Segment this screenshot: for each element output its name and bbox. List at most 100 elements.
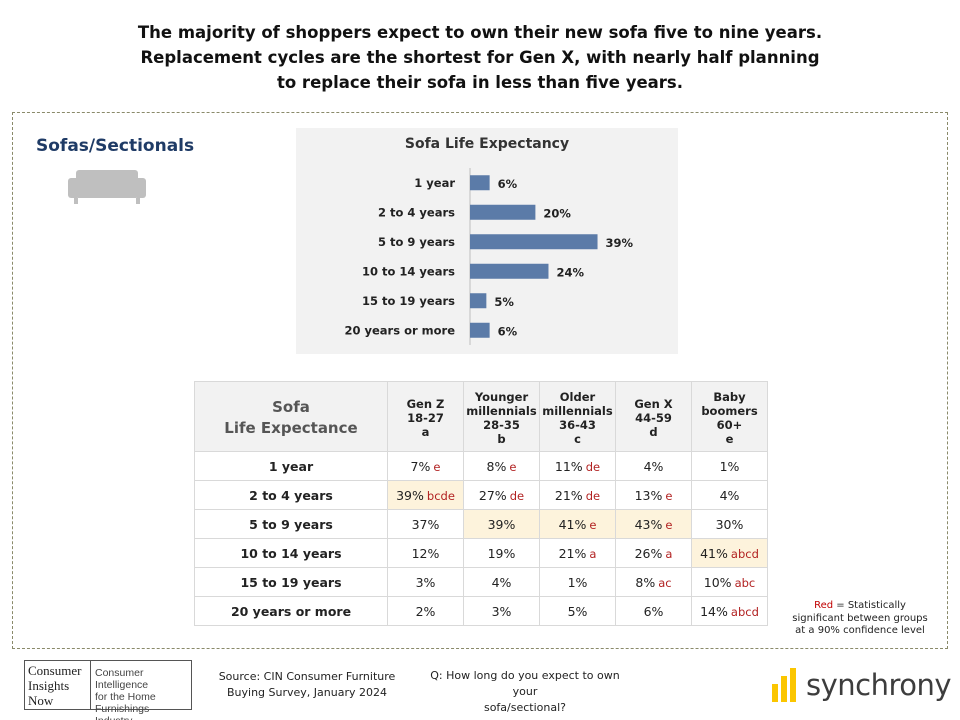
cin-tag-line-2: for the Home [95,691,156,703]
col-a-line-3: 18-27 [407,410,444,425]
bar-value-label: 24% [556,265,584,279]
col-d-letter: d [649,424,658,439]
cell-value: 1% [719,458,740,474]
table-row: 15 to 19 years 3% 4% 1% 8% ac 10% abc [194,567,768,597]
cell-value: 8% [486,458,507,474]
col-b-line-3: 28-35 [483,417,520,432]
legend-red-word: Red [814,600,834,611]
table-cell: 5% [539,596,616,626]
significance-letters: bcde [426,488,455,503]
col-e-line-3: 60+ [716,417,743,432]
bar-value-label: 5% [494,295,514,309]
table-cell: 7% e [387,451,464,481]
cell-value: 39% [396,487,424,503]
cell-value: 13% [634,487,663,503]
cell-value: 2% [415,603,436,619]
col-b-line-2: millennials [466,403,537,418]
headline: The majority of shoppers expect to own t… [80,20,880,95]
significance-letters: de [585,459,601,474]
bar-value-label: 20% [543,206,571,220]
source-line-1: Source: CIN Consumer Furniture [218,670,396,683]
table-cell: 14% abcd [691,596,768,626]
col-c-line-1: Older [559,389,596,404]
table-cell: 12% [387,538,464,568]
col-e-line-1: Baby [713,389,746,404]
table-cell: 10% abc [691,567,768,597]
table-cell: 3% [463,596,540,626]
legend-line-1: = Statistically [833,600,906,611]
cell-value: 19% [487,545,516,561]
table-cell: 4% [463,567,540,597]
cell-value: 1% [567,574,588,590]
category-label: 10 to 14 years [362,264,455,278]
row-label: 20 years or more [194,596,388,626]
table-cell: 4% [615,451,692,481]
category-label: 1 year [414,176,455,190]
headline-line-3: to replace their sofa in less than five … [276,73,684,92]
column-header-gen-z: Gen Z 18-27 a [387,381,464,452]
col-c-letter: c [574,431,581,446]
table-cell: 39% bcde [387,480,464,510]
column-header-younger-millennials: Younger millennials 28-35 b [463,381,540,452]
cell-value: 41% [558,516,587,532]
col-a-line-2: Gen Z [406,396,445,411]
chart-panel: Sofa Life Expectancy 1 year 6% 2 to 4 year… [296,128,678,354]
table-cell: 41% e [539,509,616,539]
cell-value: 3% [491,603,512,619]
significance-letters: e [665,517,673,532]
bar [470,263,549,279]
cell-value: 11% [554,458,583,474]
bar [470,293,487,309]
life-expectancy-bar-chart: 1 year 6% 2 to 4 years 20% 5 to 9 years 39% 10… [344,168,634,345]
corner-line-1: Sofa [272,397,310,416]
cin-tag-line-1: Consumer Intelligence [95,667,149,691]
table-cell: 21% a [539,538,616,568]
row-label: 5 to 9 years [194,509,388,539]
cell-value: 41% [700,545,728,561]
generation-table: Sofa Life Expectance Gen Z 18-27 a Young… [194,381,768,626]
col-e-line-2: boomers [701,403,758,418]
row-label: 1 year [194,451,388,481]
table-corner-header: Sofa Life Expectance [194,381,388,452]
cell-value: 3% [415,574,436,590]
significance-letters: e [665,488,673,503]
category-label: 20 years or more [344,323,455,337]
synchrony-wordmark: synchrony [806,668,952,702]
row-label: 10 to 14 years [194,538,388,568]
table-cell: 4% [691,480,768,510]
cell-value: 37% [411,516,440,532]
bar-value-label: 6% [498,324,518,338]
table-cell: 43% e [615,509,692,539]
question-line-1: Q: How long do you expect to own your [430,669,620,698]
cell-value: 6% [643,603,664,619]
significance-letters: e [433,459,441,474]
significance-letters: e [589,517,597,532]
col-b-letter: b [497,431,506,446]
cell-value: 27% [478,487,507,503]
bar [470,175,490,191]
table-row: 20 years or more 2% 3% 5% 6% 14% abcd [194,596,768,626]
table-row: 10 to 14 years 12% 19% 21% a 26% a 41% abcd [194,538,768,568]
cin-tag-line-3: Furnishings Industry [95,703,150,720]
cin-logo-line-3: Now [28,693,54,708]
cell-value: 4% [643,458,664,474]
table-cell: 8% ac [615,567,692,597]
bar [470,322,490,338]
table-body: 1 year 7% e 8% e 11% de 4% 1% 2 to 4 years 39% bcde… [194,451,768,626]
table-cell: 41% abcd [691,538,768,568]
cell-value: 21% [554,487,583,503]
table-cell: 27% de [463,480,540,510]
col-a-letter: a [421,424,430,439]
category-label: 2 to 4 years [378,205,455,219]
significance-letters: abc [734,575,756,590]
cin-logo-line-2: Insights [28,678,70,693]
cell-value: 10% [703,574,732,590]
chart-title: Sofa Life Expectancy [404,136,570,152]
table-row: 1 year 7% e 8% e 11% de 4% 1% [194,451,768,481]
col-d-line-2: Gen X [634,396,673,411]
cell-value: 4% [719,487,740,503]
table-row: 5 to 9 years 37% 39% 41% e 43% e 30% [194,509,768,539]
table-cell: 11% de [539,451,616,481]
cell-value: 43% [634,516,663,532]
table-cell: 8% e [463,451,540,481]
